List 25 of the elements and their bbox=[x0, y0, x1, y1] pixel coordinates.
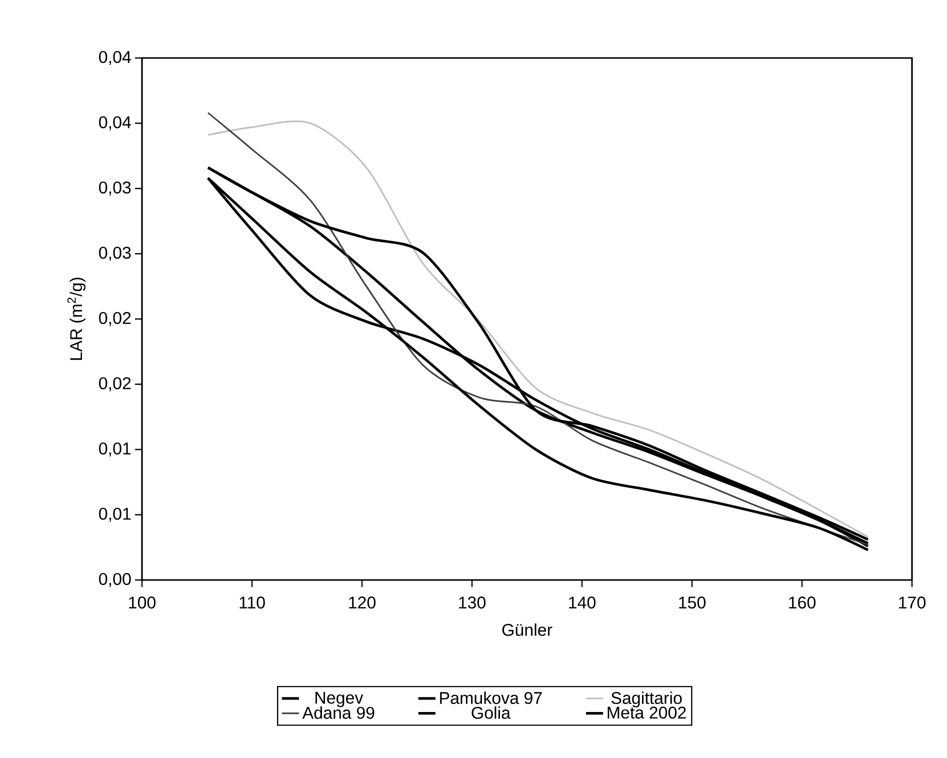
y-tick-label: 0,04 bbox=[99, 116, 131, 130]
y-tick-label: 0,04 bbox=[99, 50, 131, 66]
legend-label: Meta 2002 bbox=[608, 706, 686, 719]
x-tick-label: 140 bbox=[569, 596, 596, 609]
y-tick-label: 0,01 bbox=[99, 442, 131, 457]
x-tick-label: 150 bbox=[679, 596, 706, 609]
y-tick-label: 0,01 bbox=[99, 508, 131, 522]
legend-label: Adana 99 bbox=[302, 706, 374, 719]
y-tick-label: 0,00 bbox=[99, 572, 131, 588]
x-tick-label: 120 bbox=[349, 596, 376, 609]
legend-label: Sagittario bbox=[611, 692, 682, 708]
x-axis-title: Günler bbox=[502, 623, 552, 636]
x-tick-label: 170 bbox=[899, 596, 926, 609]
x-tick-label: 100 bbox=[129, 596, 156, 609]
x-tick-label: 160 bbox=[789, 596, 816, 609]
legend-label: Pamukova 97 bbox=[440, 692, 542, 704]
legend-label: Negev bbox=[316, 692, 364, 708]
y-tick-label: 0,02 bbox=[99, 377, 131, 392]
x-tick-label: 110 bbox=[240, 596, 265, 609]
y-tick-label: 0,02 bbox=[99, 312, 131, 326]
y-tick-label: 0,03 bbox=[99, 246, 131, 261]
legend-label: Golia bbox=[472, 706, 511, 719]
y-tick-label: 0,03 bbox=[99, 181, 131, 196]
y-axis-title: LAR (m$^{2}$/g) bbox=[67, 278, 86, 360]
x-tick-label: 130 bbox=[459, 596, 486, 609]
